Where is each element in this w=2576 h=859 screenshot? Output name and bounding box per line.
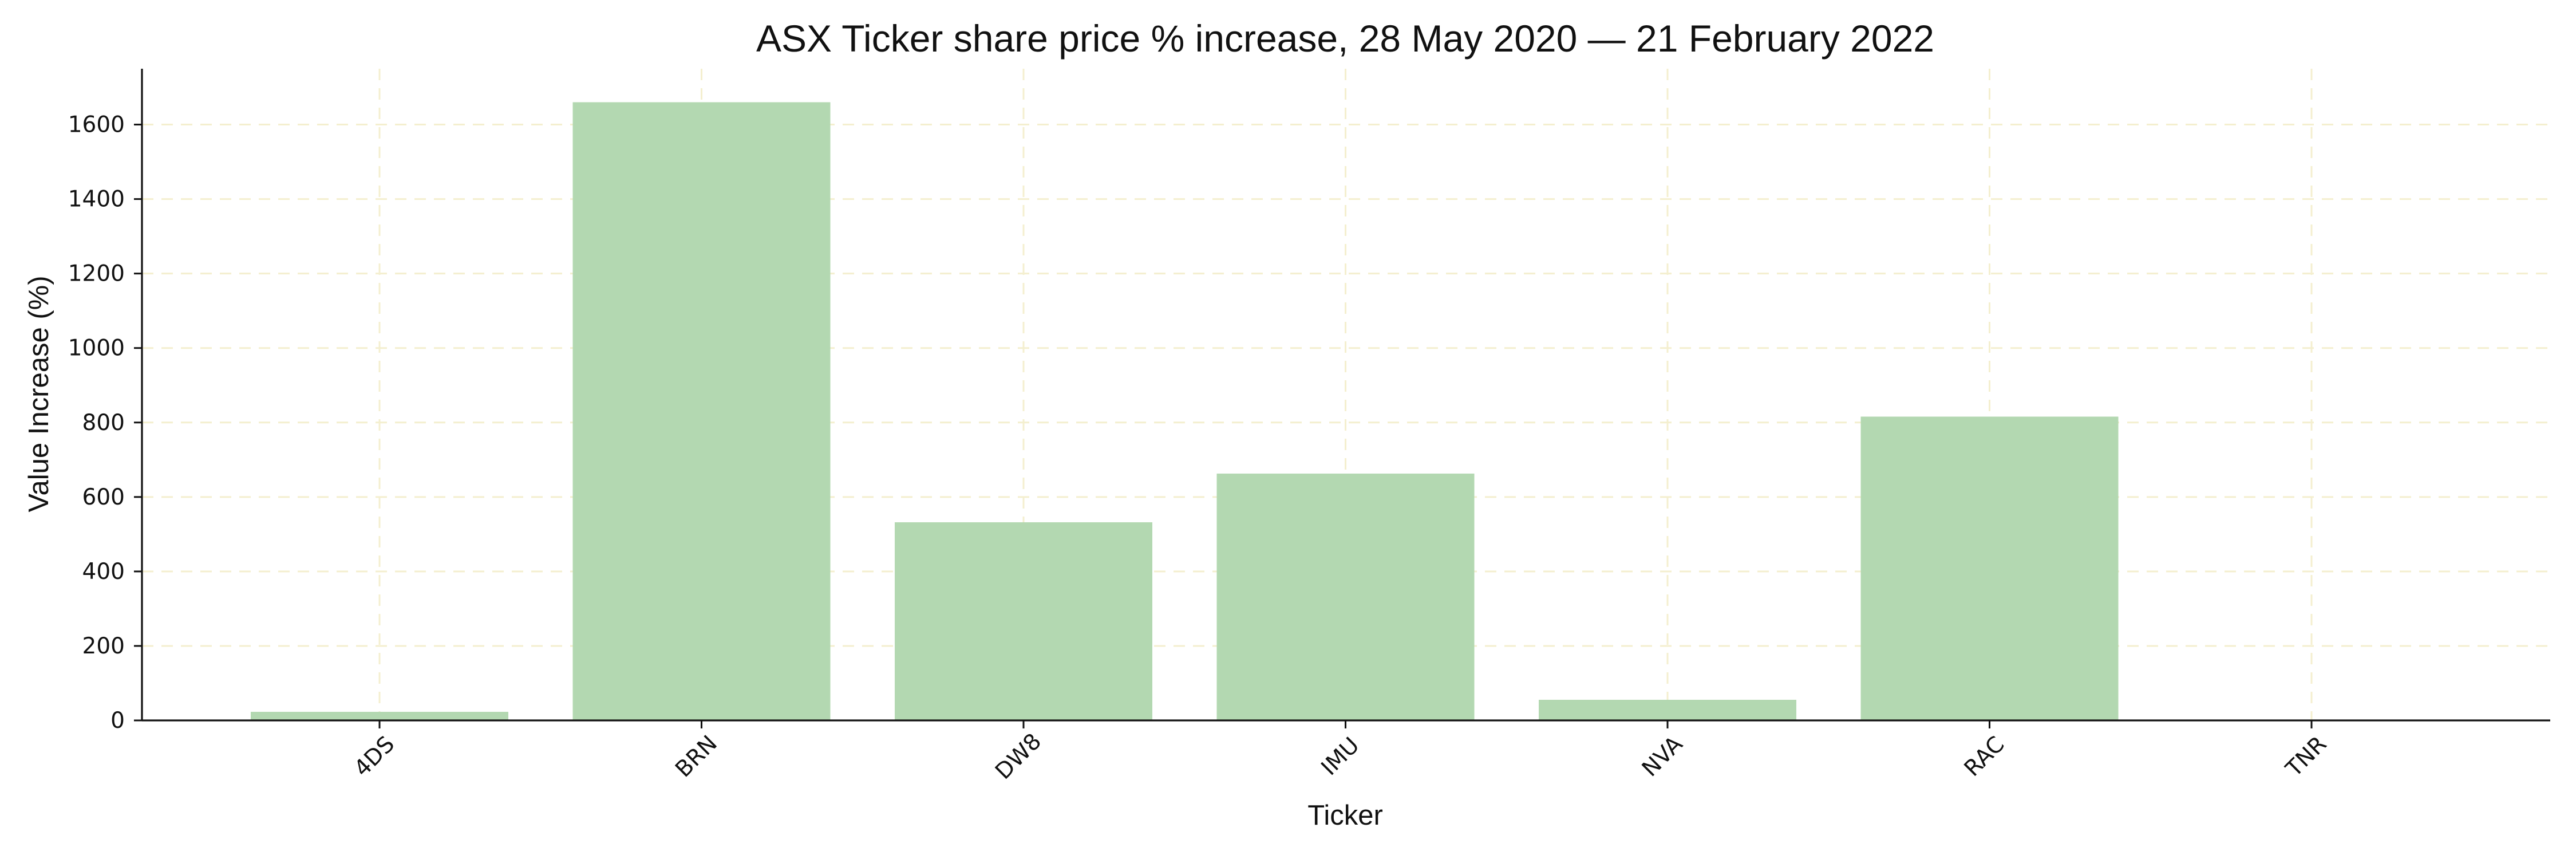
y-tick-label: 0 [110,708,125,734]
y-axis-ticks: 0 200 400 600 800 1000 1200 1400 1600 [68,112,142,734]
y-tick-label: 1400 [68,187,125,212]
bar-dw8 [895,522,1152,720]
y-tick-label: 400 [82,559,125,585]
x-axis-label: Ticker [1307,800,1383,831]
y-tick-label: 200 [82,633,125,659]
x-axis-ticks: 4DS BRN DW8 IMU NVA RAC TNR [349,720,2332,785]
bar-4ds [251,712,508,720]
bar-brn [572,102,831,720]
y-tick-label: 1000 [68,336,125,361]
x-tick-label: BRN [670,731,722,783]
y-axis-label: Value Increase (%) [23,275,54,512]
x-tick-label: 4DS [349,731,400,782]
bar-rac [1860,416,2119,720]
y-tick-label: 1600 [68,112,125,138]
y-tick-label: 1200 [68,261,125,287]
x-tick-label: RAC [1959,731,2010,782]
y-tick-label: 800 [82,410,125,436]
bar-nva [1539,700,1796,720]
chart-title: ASX Ticker share price % increase, 28 Ma… [756,17,1934,60]
x-tick-label: TNR [2281,731,2332,782]
x-tick-label: IMU [1317,732,1365,781]
y-tick-label: 600 [82,484,125,510]
bars-layer [251,102,2119,720]
x-tick-label: DW8 [990,728,1046,785]
bar-imu [1216,473,1475,720]
x-tick-label: NVA [1637,731,1688,782]
